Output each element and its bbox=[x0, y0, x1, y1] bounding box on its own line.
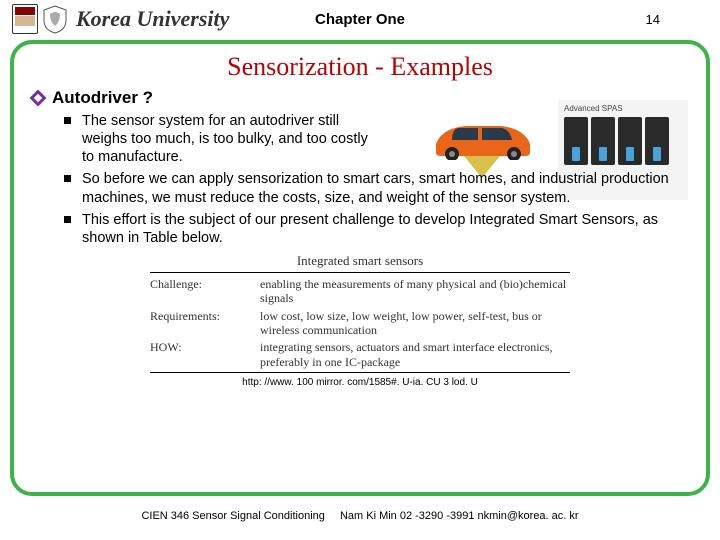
sensors-table: Integrated smart sensors Challenge: enab… bbox=[150, 253, 570, 373]
instructor-info: Nam Ki Min 02 -3290 -3991 nkmin@korea. a… bbox=[340, 510, 579, 522]
table-divider bbox=[150, 372, 570, 373]
table-row: Requirements: low cost, low size, low we… bbox=[150, 309, 570, 338]
page-number: 14 bbox=[646, 12, 660, 27]
bullet-list: The sensor system for an autodriver stil… bbox=[30, 112, 690, 247]
source-url: http: //www. 100 mirror. com/1585#. U-ia… bbox=[30, 377, 690, 388]
list-item: The sensor system for an autodriver stil… bbox=[64, 112, 690, 166]
table-val: enabling the measurements of many physic… bbox=[260, 277, 570, 306]
list-item: So before we can apply sensorization to … bbox=[64, 170, 690, 206]
section-heading: Autodriver ? bbox=[52, 88, 153, 108]
table-key: Requirements: bbox=[150, 309, 260, 338]
diamond-bullet-icon bbox=[30, 90, 47, 107]
chapter-label: Chapter One bbox=[315, 11, 405, 28]
table-title: Integrated smart sensors bbox=[150, 253, 570, 273]
table-key: HOW: bbox=[150, 340, 260, 369]
list-item: This effort is the subject of our presen… bbox=[64, 211, 690, 247]
table-val: integrating sensors, actuators and smart… bbox=[260, 340, 570, 369]
university-shield-icon bbox=[12, 4, 38, 34]
course-code: CIEN 346 Sensor Signal Conditioning bbox=[141, 510, 324, 522]
table-row: HOW: integrating sensors, actuators and … bbox=[150, 340, 570, 369]
table-key: Challenge: bbox=[150, 277, 260, 306]
university-crest-icon bbox=[42, 4, 68, 34]
content-frame: Sensorization - Examples Autodriver ? Ad… bbox=[10, 40, 710, 496]
slide-header: Korea University Chapter One 14 bbox=[0, 0, 720, 38]
slide-title: Sensorization - Examples bbox=[30, 52, 690, 82]
table-val: low cost, low size, low weight, low powe… bbox=[260, 309, 570, 338]
university-name: Korea University bbox=[76, 6, 229, 32]
slide-footer: CIEN 346 Sensor Signal Conditioning Nam … bbox=[0, 504, 720, 528]
table-row: Challenge: enabling the measurements of … bbox=[150, 277, 570, 306]
